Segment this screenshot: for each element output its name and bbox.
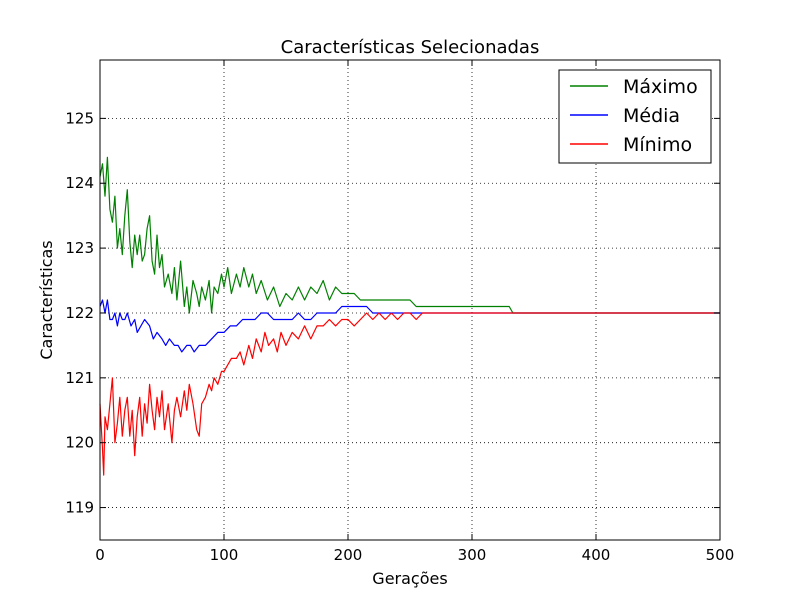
x-tick-label: 200: [334, 546, 363, 564]
x-tick-label: 100: [210, 546, 239, 564]
legend-label: Máximo: [623, 76, 698, 98]
legend-label: Mínimo: [623, 134, 692, 156]
legend-label: Média: [623, 105, 680, 127]
x-tick-label: 300: [458, 546, 487, 564]
x-tick-label: 0: [95, 546, 105, 564]
y-tick-label: 125: [65, 109, 94, 127]
legend: Máximo Média Mínimo: [558, 69, 712, 164]
chart-title: Características Selecionadas: [281, 37, 540, 58]
plot-frame: [99, 59, 721, 541]
y-tick-label: 122: [65, 304, 94, 322]
series-lines: [99, 156, 720, 476]
series-line-1: [99, 156, 720, 314]
y-tick-label: 119: [65, 499, 94, 517]
x-axis-label: Gerações: [372, 569, 447, 588]
x-tick-label: 400: [582, 546, 611, 564]
x-tick-label: 500: [706, 546, 735, 564]
axis-ticks: 0 100 200 300 400 500 119 120 121 122 123 124 125: [65, 60, 734, 564]
series-line-3: [99, 312, 720, 476]
y-tick-label: 123: [65, 239, 94, 257]
y-axis-label: Características: [37, 240, 56, 359]
y-tick-label: 121: [65, 369, 94, 387]
y-tick-label: 120: [65, 434, 94, 452]
y-tick-label: 124: [65, 174, 94, 192]
